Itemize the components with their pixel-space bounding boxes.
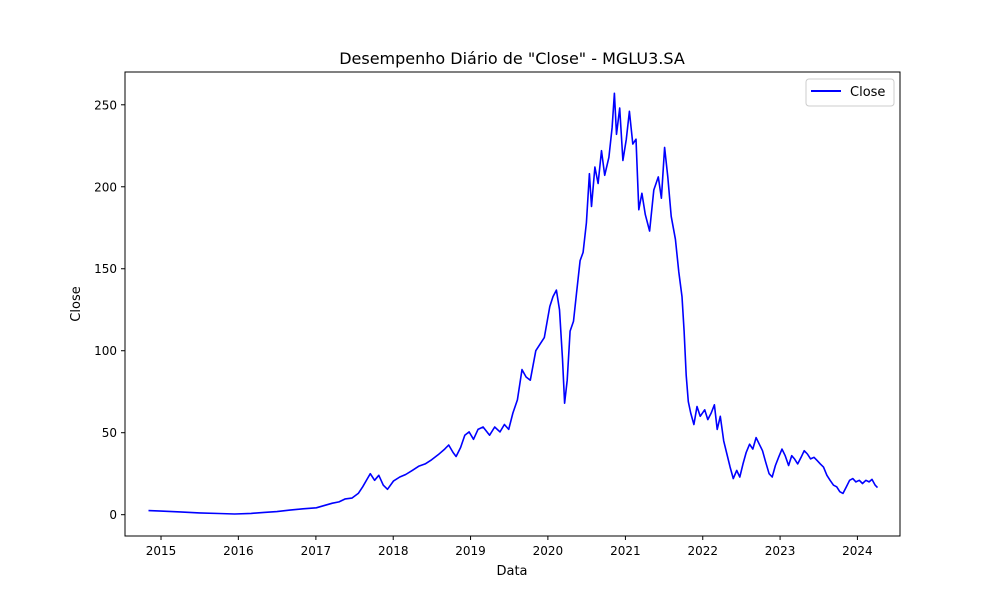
x-tick-label-2021: 2021 [610, 544, 641, 558]
x-tick-label-2020: 2020 [533, 544, 564, 558]
x-tick-label-2015: 2015 [146, 544, 177, 558]
x-axis-label: Data [496, 564, 527, 579]
y-tick-label-200: 200 [94, 180, 117, 194]
y-tick-label-0: 0 [109, 508, 117, 522]
plot-area [124, 71, 901, 537]
legend: Close [805, 78, 895, 107]
x-tick-label-2019: 2019 [455, 544, 486, 558]
chart-title: Desempenho Diário de "Close" - MGLU3.SA [339, 49, 685, 68]
y-tick-label-150: 150 [94, 262, 117, 276]
axes-frame [124, 71, 901, 537]
legend-box [805, 78, 895, 107]
y-axis-label: Close [69, 286, 84, 321]
y-tick-label-50: 50 [102, 426, 117, 440]
y-tick-label-250: 250 [94, 98, 117, 112]
legend-label-close: Close [850, 85, 885, 100]
series-line-close [148, 92, 879, 515]
x-tick-label-2022: 2022 [687, 544, 718, 558]
x-tick-label-2017: 2017 [301, 544, 332, 558]
x-tick-label-2018: 2018 [378, 544, 409, 558]
x-axis: 2015 2016 2017 2018 2019 2020 2021 2022 2023 2024 [146, 536, 873, 558]
x-tick-label-2023: 2023 [765, 544, 796, 558]
data-layer [148, 92, 879, 515]
x-tick-label-2024: 2024 [842, 544, 873, 558]
y-axis: 0 50 100 150 200 250 [94, 98, 125, 522]
x-tick-label-2016: 2016 [223, 544, 254, 558]
y-tick-label-100: 100 [94, 344, 117, 358]
